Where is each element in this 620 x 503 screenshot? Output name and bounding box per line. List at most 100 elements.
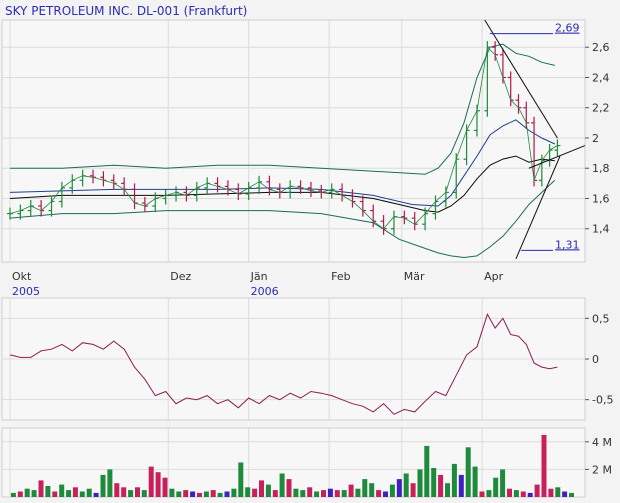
volume-bar xyxy=(293,488,299,497)
volume-bar xyxy=(327,488,333,497)
price-panel: 2,69 1,31 xyxy=(7,19,586,260)
volume-bar xyxy=(500,469,506,497)
volume-y-tick-label: 2 M xyxy=(592,463,612,476)
volume-bar xyxy=(183,490,189,497)
volume-bar xyxy=(383,491,388,497)
volume-bar xyxy=(59,484,65,497)
volume-bar xyxy=(389,484,395,497)
volume-bar xyxy=(72,487,78,497)
volume-bar xyxy=(403,473,409,497)
momentum-y-tick-label: -0,5 xyxy=(592,394,613,407)
bollinger-upper-line xyxy=(10,43,555,175)
volume-bar xyxy=(307,487,313,497)
trendline xyxy=(484,19,558,139)
volume-bar xyxy=(362,479,368,497)
volume-bar xyxy=(507,488,512,497)
volume-bar xyxy=(38,480,44,497)
min-marker-label: 1,31 xyxy=(555,238,580,251)
x-year-label: 2005 xyxy=(12,285,40,298)
axis-layer: Okt 2005 Dez Jän 2006 Feb Mär Apr 1,4 1,6 1,8 2 2,2 2… xyxy=(12,41,613,476)
momentum-panel xyxy=(9,313,558,415)
trendline xyxy=(528,145,586,169)
volume-bar xyxy=(238,462,244,497)
price-y-tick-label: 1,4 xyxy=(592,223,610,236)
volume-bar xyxy=(451,463,457,497)
volume-bar xyxy=(534,484,540,497)
volume-bar xyxy=(445,483,450,497)
volume-bar xyxy=(555,487,561,497)
volume-bar xyxy=(190,491,196,497)
trendline xyxy=(515,155,561,260)
volume-bar xyxy=(203,491,209,497)
chart-title: SKY PETROLEUM INC. DL-001 (Frankfurt) xyxy=(5,4,247,18)
momentum-line xyxy=(9,313,558,415)
volume-bar xyxy=(465,447,471,497)
volume-bar xyxy=(541,434,547,497)
volume-bar xyxy=(341,490,347,497)
max-marker-label: 2,69 xyxy=(555,22,580,35)
volume-bar xyxy=(93,492,99,497)
volume-panel-frame xyxy=(1,427,586,498)
volume-bar xyxy=(10,492,16,497)
volume-bar xyxy=(231,488,237,497)
volume-bar xyxy=(438,474,444,497)
volume-bar xyxy=(79,491,85,497)
volume-bar xyxy=(355,488,361,497)
volume-bar xyxy=(279,473,285,497)
volume-bar xyxy=(224,491,230,497)
volume-bar xyxy=(128,490,134,497)
volume-bar xyxy=(286,479,292,497)
volume-bar xyxy=(252,488,258,497)
momentum-y-tick-label: 0,5 xyxy=(592,312,610,325)
volume-bar xyxy=(86,488,92,497)
x-tick-label: Jän xyxy=(250,270,268,283)
volume-bar xyxy=(141,490,147,497)
volume-bar xyxy=(45,486,51,497)
volume-bar xyxy=(472,466,478,497)
volume-bar xyxy=(376,490,382,497)
price-y-tick-label: 1,6 xyxy=(592,192,610,205)
price-y-tick-label: 1,8 xyxy=(592,162,610,175)
x-tick-label: Dez xyxy=(170,270,191,283)
volume-bar xyxy=(486,490,492,497)
momentum-y-tick-label: 0 xyxy=(592,353,599,366)
volume-bar xyxy=(321,490,326,497)
volume-bar xyxy=(548,488,554,497)
x-tick-label: Okt xyxy=(12,270,32,283)
volume-bar xyxy=(314,491,320,497)
volume-bar xyxy=(527,492,533,497)
volume-bar xyxy=(148,466,154,497)
volume-bar xyxy=(424,445,430,497)
volume-bar xyxy=(176,491,182,497)
volume-bar xyxy=(52,491,58,497)
volume-panel xyxy=(10,434,574,497)
price-close-line xyxy=(9,46,558,230)
volume-bar xyxy=(31,490,37,497)
volume-bar xyxy=(569,492,574,497)
x-tick-label: Apr xyxy=(484,270,504,283)
volume-bar xyxy=(100,474,106,497)
volume-bar xyxy=(217,492,223,497)
x-tick-label: Mär xyxy=(404,270,425,283)
volume-bar xyxy=(334,490,340,497)
volume-bar xyxy=(155,472,161,497)
price-panel-frame xyxy=(1,19,586,263)
x-tick-label: Feb xyxy=(331,270,350,283)
volume-bar xyxy=(513,490,519,497)
volume-bar xyxy=(300,490,306,497)
volume-bar xyxy=(265,484,271,497)
volume-bar xyxy=(107,469,113,497)
volume-bar xyxy=(562,491,568,497)
volume-bar xyxy=(210,490,216,497)
volume-bar xyxy=(245,487,251,497)
volume-bar xyxy=(259,480,264,497)
volume-bar xyxy=(410,483,416,497)
volume-bar xyxy=(135,487,140,497)
volume-bar xyxy=(272,490,278,497)
volume-bar xyxy=(458,474,464,497)
volume-bar xyxy=(162,477,168,497)
price-y-tick-label: 2,4 xyxy=(592,71,610,84)
volume-bar xyxy=(197,492,202,497)
volume-bar xyxy=(17,491,23,497)
